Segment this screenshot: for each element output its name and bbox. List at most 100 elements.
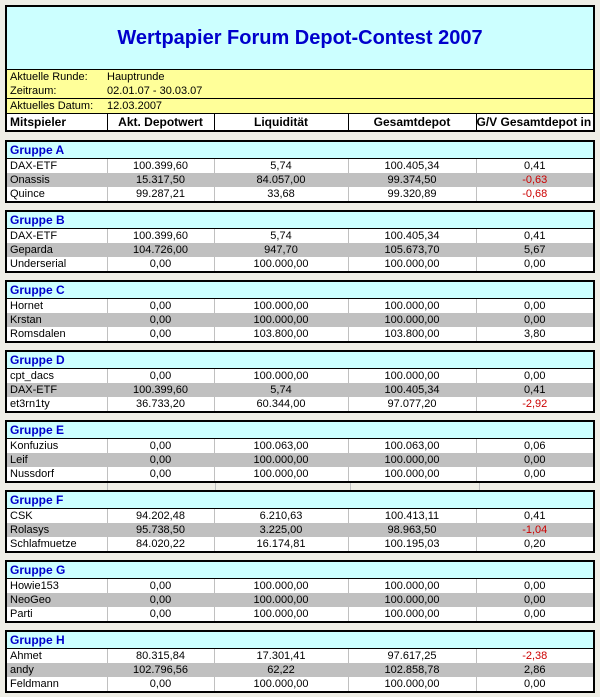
title-band: Wertpapier Forum Depot-Contest 2007: [7, 7, 593, 70]
zeitraum-value: 02.01.07 - 30.03.07: [107, 85, 203, 97]
player-name: DAX-ETF: [7, 383, 107, 397]
gv-value: 2,86: [475, 663, 593, 677]
group-header: Gruppe D: [7, 352, 593, 369]
liquiditaet-value: 100.000,00: [213, 313, 348, 327]
depotwert-value: 95.738,50: [106, 523, 214, 537]
liquiditaet-value: 33,68: [213, 187, 348, 201]
liquiditaet-value: 947,70: [213, 243, 348, 257]
zeitraum-label: Zeitraum:: [10, 85, 57, 97]
gesamtdepot-value: 105.673,70: [347, 243, 476, 257]
depotwert-value: 100.399,60: [106, 229, 214, 243]
player-name: Hornet: [10, 300, 44, 312]
gv-value: 0,20: [475, 537, 593, 551]
gesamtdepot-value: 100.405,34: [347, 159, 476, 173]
group-table: Ahmet 80.315,84 17.301,41 97.617,25 -2,38 and…: [7, 649, 593, 691]
liquiditaet-value: 103.800,00: [213, 327, 348, 341]
table-row: Howie153 0,00 100.000,00 100.000,00 0,00: [7, 579, 593, 593]
header-section: Wertpapier Forum Depot-Contest 2007 Aktu…: [5, 5, 595, 132]
group-title: Gruppe F: [10, 493, 64, 507]
depotwert-value: 104.726,00: [106, 243, 214, 257]
group-table: cpt_dacs 0,00 100.000,00 100.000,00 0,00 DAX-…: [7, 369, 593, 411]
gesamtdepot-value: 100.000,00: [347, 453, 476, 467]
player-name: andy: [7, 663, 107, 677]
liquiditaet-value: 84.057,00: [213, 173, 348, 187]
group-table: Konfuzius 0,00 100.063,00 100.063,00 0,06 Lei…: [7, 439, 593, 481]
group-header: Gruppe G: [7, 562, 593, 579]
gv-value: -2,92: [475, 397, 593, 411]
gesamtdepot-value: 100.195,03: [347, 537, 476, 551]
group-title: Gruppe H: [10, 633, 65, 647]
player-name: Schlafmuetze: [10, 538, 77, 550]
liquiditaet-value: 100.000,00: [213, 257, 348, 271]
player-name: Krstan: [7, 313, 107, 327]
column-header-gv: G/V Gesamtdepot in %: [475, 113, 593, 130]
group-table: DAX-ETF 100.399,60 5,74 100.405,34 0,41 Onass…: [7, 159, 593, 201]
depotwert-value: 84.020,22: [106, 537, 214, 551]
column-header-liquiditaet: Liquidität: [213, 113, 348, 130]
group-title: Gruppe B: [10, 213, 65, 227]
player-name: Howie153: [10, 580, 59, 592]
info-row-zeitraum: Zeitraum: 02.01.07 - 30.03.07: [7, 84, 593, 98]
group-header: Gruppe A: [7, 142, 593, 159]
info-row-datum: Aktuelles Datum: 12.03.2007: [7, 98, 593, 113]
column-divider: [351, 483, 480, 490]
liquiditaet-value: 100.000,00: [213, 299, 348, 313]
gesamtdepot-value: 100.063,00: [347, 439, 476, 453]
depotwert-value: 94.202,48: [106, 509, 214, 523]
table-row: Geparda 104.726,00 947,70 105.673,70 5,67: [7, 243, 593, 257]
group-header: Gruppe F: [7, 492, 593, 509]
table-row: Onassis 15.317,50 84.057,00 99.374,50 -0,63: [7, 173, 593, 187]
gesamtdepot-value: 99.320,89: [347, 187, 476, 201]
depotwert-value: 0,00: [106, 579, 214, 593]
group-header: Gruppe H: [7, 632, 593, 649]
gv-value: -0,63: [475, 173, 593, 187]
gap-column-dividers: [7, 483, 593, 490]
group-block: Gruppe D cpt_dacs 0,00 100.000,00 100.000,0…: [5, 350, 595, 413]
group-table: DAX-ETF 100.399,60 5,74 100.405,34 0,41 Gepar…: [7, 229, 593, 271]
gv-value: 0,00: [475, 257, 593, 271]
group-block: Gruppe H Ahmet 80.315,84 17.301,41 97.617,2…: [5, 630, 595, 693]
player-name: Rolasys: [7, 523, 107, 537]
player-name: Leif: [7, 453, 107, 467]
player-name: Nussdorf: [10, 468, 55, 480]
player-name: Romsdalen: [10, 328, 66, 340]
gesamtdepot-value: 100.000,00: [347, 299, 476, 313]
column-header-table: Mitspieler Akt. Depotwert Liquidität Ges…: [7, 113, 593, 130]
table-row: Krstan 0,00 100.000,00 100.000,00 0,00: [7, 313, 593, 327]
player-name: NeoGeo: [7, 593, 107, 607]
group-title: Gruppe E: [10, 423, 65, 437]
group-header: Gruppe C: [7, 282, 593, 299]
runde-value: Hauptrunde: [107, 71, 165, 83]
gv-value: 0,00: [475, 313, 593, 327]
gv-value: 0,00: [475, 453, 593, 467]
gv-value: 0,00: [475, 607, 593, 621]
gv-value: 0,00: [475, 579, 593, 593]
info-band: Aktuelle Runde: Hauptrunde Zeitraum: 02.…: [7, 70, 593, 113]
table-row: Feldmann 0,00 100.000,00 100.000,00 0,00: [7, 677, 593, 691]
liquiditaet-value: 17.301,41: [213, 649, 348, 663]
column-header-gesamtdepot: Gesamtdepot: [347, 113, 476, 130]
table-row: Nussdorf 0,00 100.000,00 100.000,00 0,00: [7, 467, 593, 481]
column-header-row: Mitspieler Akt. Depotwert Liquidität Ges…: [7, 113, 593, 130]
player-name: et3rn1ty: [10, 398, 50, 410]
depotwert-value: 0,00: [106, 369, 214, 383]
gesamtdepot-value: 100.413,11: [347, 509, 476, 523]
gv-value: 0,00: [475, 593, 593, 607]
table-row: Parti 0,00 100.000,00 100.000,00 0,00: [7, 607, 593, 621]
table-row: CSK 94.202,48 6.210,63 100.413,11 0,41: [7, 509, 593, 523]
liquiditaet-value: 62,22: [213, 663, 348, 677]
depotwert-value: 99.287,21: [106, 187, 214, 201]
gesamtdepot-value: 100.000,00: [347, 369, 476, 383]
gesamtdepot-value: 97.617,25: [347, 649, 476, 663]
player-name: Ahmet: [10, 650, 42, 662]
gesamtdepot-value: 100.000,00: [347, 467, 476, 481]
gesamtdepot-value: 97.077,20: [347, 397, 476, 411]
group-block: Gruppe B DAX-ETF 100.399,60 5,74 100.405,34…: [5, 210, 595, 273]
gesamtdepot-value: 100.000,00: [347, 593, 476, 607]
liquiditaet-value: 100.000,00: [213, 467, 348, 481]
groups-container: Gruppe A DAX-ETF 100.399,60 5,74 100.405,34…: [5, 140, 595, 693]
liquiditaet-value: 100.000,00: [213, 607, 348, 621]
player-name: Onassis: [7, 173, 107, 187]
runde-label: Aktuelle Runde:: [10, 71, 88, 83]
player-name: Underserial: [10, 258, 67, 270]
